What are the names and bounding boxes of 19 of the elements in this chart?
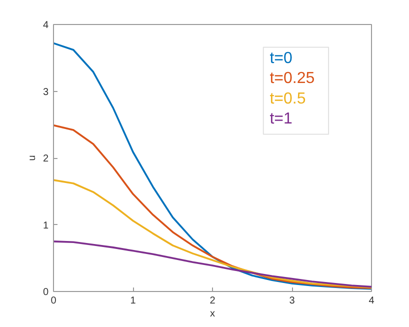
x-tick-label: 0 — [50, 296, 57, 306]
text: t=0.25 — [270, 70, 315, 88]
y-tick-label: 1 — [42, 220, 49, 232]
x-tick-label: 4 — [368, 296, 375, 306]
x-tick-label: 3 — [289, 296, 296, 306]
x-tick-label: 2 — [210, 296, 216, 306]
y-axis-title: u — [26, 155, 38, 161]
y-tick-label: 2 — [42, 154, 49, 164]
y-tick-label: 0 — [42, 287, 49, 298]
line-series — [54, 240, 372, 288]
y-tick-label: 3 — [42, 86, 49, 98]
text: t=1 — [270, 110, 293, 128]
y-tick-label: 4 — [42, 20, 49, 31]
x-axis-title: x — [210, 308, 215, 320]
x-tick-label: 1 — [130, 296, 136, 306]
line-series — [54, 124, 372, 290]
text: t=0.5 — [270, 90, 306, 108]
line-series — [54, 179, 372, 288]
text: t=0 — [270, 50, 293, 68]
